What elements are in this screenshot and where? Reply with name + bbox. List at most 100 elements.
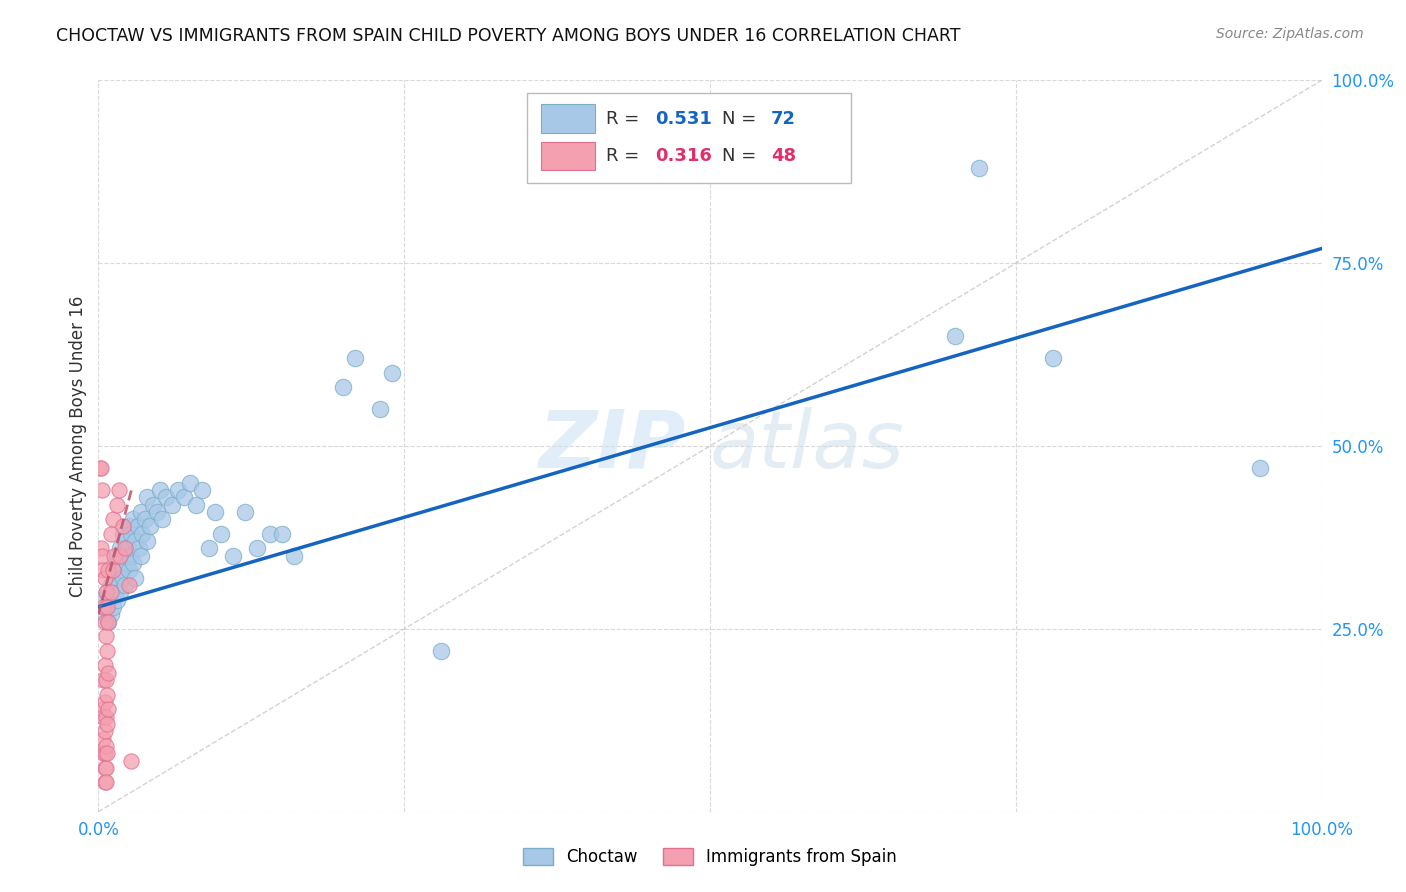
- Point: [89, 461, 111, 475]
- Point: [94, 761, 117, 775]
- Point: [155, 490, 177, 504]
- Text: atlas: atlas: [710, 407, 905, 485]
- Point: [124, 534, 146, 549]
- Point: [1042, 351, 1064, 366]
- Point: [149, 483, 172, 497]
- Point: [91, 549, 114, 563]
- Point: [114, 578, 136, 592]
- Point: [100, 578, 122, 592]
- FancyBboxPatch shape: [526, 94, 851, 183]
- Point: [96, 585, 118, 599]
- Point: [110, 585, 132, 599]
- Point: [96, 644, 118, 658]
- Point: [136, 534, 159, 549]
- Point: [186, 498, 208, 512]
- Point: [111, 526, 134, 541]
- Point: [120, 526, 142, 541]
- Text: 72: 72: [772, 110, 796, 128]
- Point: [91, 563, 114, 577]
- Point: [191, 483, 214, 497]
- Point: [270, 526, 294, 541]
- Point: [120, 549, 142, 563]
- Point: [112, 549, 135, 563]
- Point: [94, 709, 117, 723]
- Point: [101, 563, 124, 577]
- Point: [233, 505, 256, 519]
- Point: [101, 599, 124, 614]
- Point: [93, 695, 115, 709]
- Point: [91, 483, 114, 497]
- Point: [103, 549, 125, 563]
- Point: [283, 549, 305, 563]
- Point: [91, 673, 114, 687]
- Point: [96, 688, 118, 702]
- Point: [120, 754, 142, 768]
- Point: [110, 541, 132, 556]
- Point: [134, 512, 156, 526]
- Point: [103, 585, 125, 599]
- Point: [111, 519, 134, 533]
- Point: [100, 607, 122, 622]
- Point: [108, 578, 131, 592]
- Point: [142, 498, 165, 512]
- Text: 48: 48: [772, 147, 796, 165]
- Point: [197, 541, 219, 556]
- Point: [93, 775, 115, 789]
- Point: [93, 761, 115, 775]
- Point: [381, 366, 404, 380]
- Point: [110, 549, 132, 563]
- Point: [93, 571, 115, 585]
- Point: [111, 571, 134, 585]
- Point: [107, 556, 129, 570]
- Point: [332, 380, 354, 394]
- Text: N =: N =: [723, 110, 762, 128]
- Point: [96, 599, 118, 614]
- Point: [91, 709, 114, 723]
- Point: [121, 512, 143, 526]
- Point: [129, 505, 152, 519]
- Point: [97, 615, 120, 629]
- Y-axis label: Child Poverty Among Boys Under 16: Child Poverty Among Boys Under 16: [69, 295, 87, 597]
- Point: [90, 461, 112, 475]
- Point: [105, 498, 128, 512]
- Point: [118, 578, 141, 592]
- Point: [93, 607, 115, 622]
- Point: [97, 665, 120, 680]
- Point: [209, 526, 232, 541]
- Point: [967, 161, 990, 175]
- Point: [129, 549, 152, 563]
- Point: [222, 549, 245, 563]
- Point: [204, 505, 226, 519]
- Point: [127, 519, 149, 533]
- Point: [97, 702, 120, 716]
- Point: [128, 541, 150, 556]
- Point: [114, 534, 136, 549]
- Point: [108, 483, 131, 497]
- Point: [105, 592, 128, 607]
- Point: [173, 490, 195, 504]
- Text: R =: R =: [606, 147, 645, 165]
- Point: [93, 615, 115, 629]
- Point: [430, 644, 453, 658]
- Point: [91, 599, 114, 614]
- Point: [118, 563, 141, 577]
- Point: [93, 658, 115, 673]
- Point: [117, 541, 139, 556]
- Point: [1249, 461, 1271, 475]
- Text: CHOCTAW VS IMMIGRANTS FROM SPAIN CHILD POVERTY AMONG BOYS UNDER 16 CORRELATION C: CHOCTAW VS IMMIGRANTS FROM SPAIN CHILD P…: [56, 27, 960, 45]
- FancyBboxPatch shape: [541, 104, 595, 133]
- Point: [179, 475, 201, 490]
- Point: [115, 556, 138, 570]
- Point: [94, 775, 117, 789]
- Point: [98, 592, 121, 607]
- Point: [146, 505, 169, 519]
- Point: [111, 563, 134, 577]
- Text: N =: N =: [723, 147, 762, 165]
- FancyBboxPatch shape: [541, 142, 595, 170]
- Point: [94, 599, 117, 614]
- Point: [368, 402, 391, 417]
- Point: [136, 490, 159, 504]
- Point: [160, 498, 183, 512]
- Point: [101, 563, 124, 577]
- Text: 0.531: 0.531: [655, 110, 711, 128]
